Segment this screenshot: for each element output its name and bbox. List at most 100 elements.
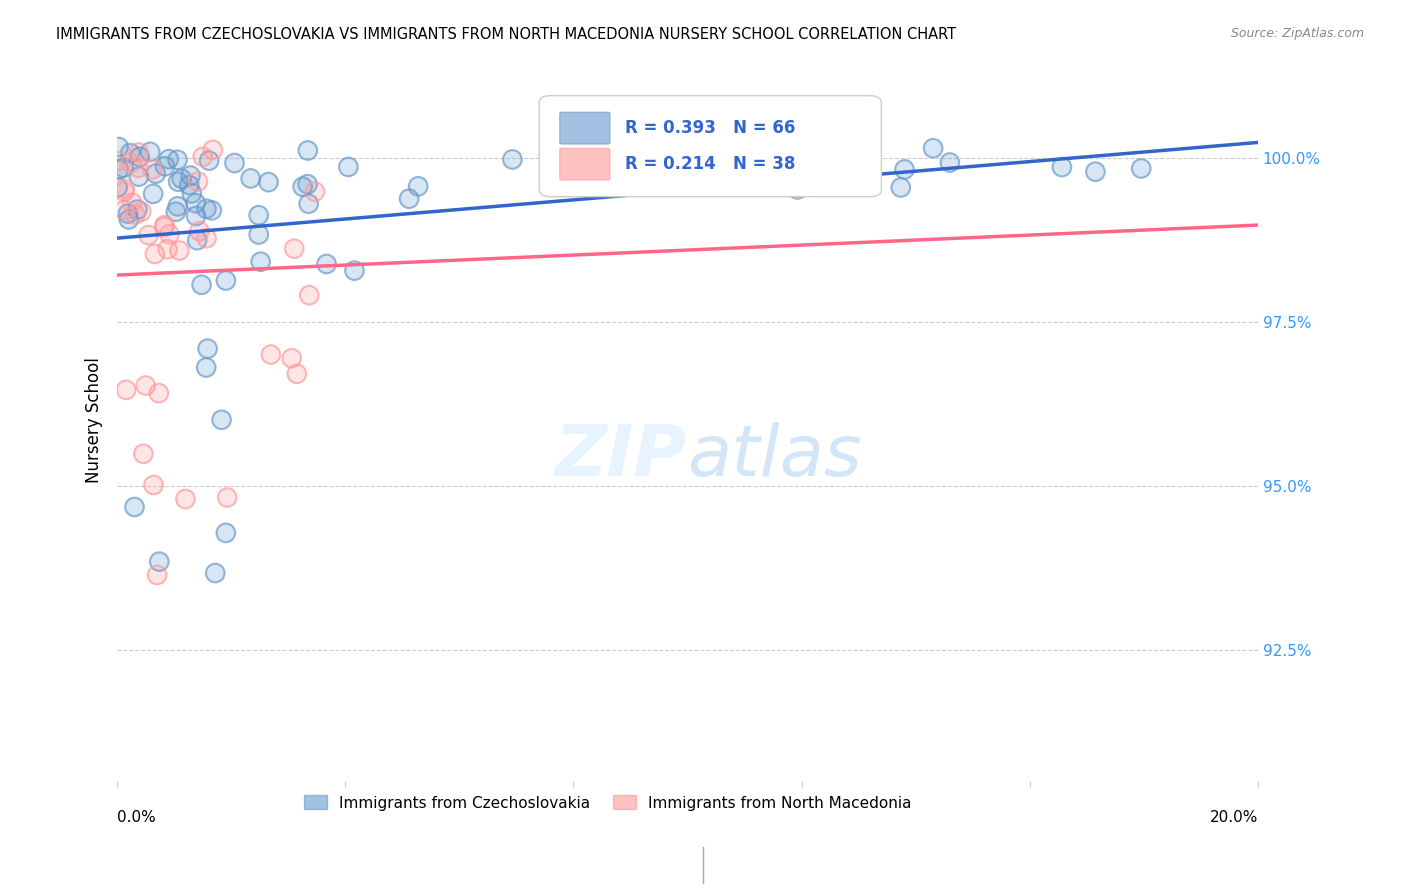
Point — [132, 447, 155, 461]
Point — [157, 152, 180, 166]
Point — [406, 179, 429, 194]
Point — [127, 202, 149, 217]
Point — [132, 447, 155, 461]
Point — [191, 150, 214, 164]
Point — [107, 154, 129, 169]
Point — [585, 140, 607, 154]
Point — [283, 242, 305, 256]
Point — [120, 146, 142, 161]
Point — [337, 160, 360, 174]
Point — [107, 140, 129, 154]
Point — [260, 348, 283, 362]
Point — [291, 179, 314, 194]
Point — [180, 169, 202, 183]
Point — [142, 186, 165, 201]
Point — [215, 273, 238, 287]
Point — [174, 491, 197, 506]
Point — [197, 342, 219, 356]
Point — [204, 566, 226, 580]
Text: 0.0%: 0.0% — [117, 810, 156, 825]
FancyBboxPatch shape — [560, 112, 610, 144]
Point — [298, 196, 321, 211]
Point — [146, 568, 169, 582]
Point — [114, 182, 136, 196]
Point — [174, 491, 197, 506]
Point — [112, 203, 135, 218]
Point — [619, 151, 641, 165]
Point — [186, 233, 208, 247]
Point — [283, 242, 305, 256]
Point — [260, 348, 283, 362]
Point — [215, 525, 238, 540]
Point — [184, 196, 207, 211]
Point — [107, 154, 129, 169]
Point — [280, 351, 302, 366]
Point — [148, 386, 170, 401]
Point — [153, 159, 176, 173]
Point — [585, 140, 607, 154]
Point — [501, 153, 523, 167]
Point — [124, 208, 146, 222]
Point — [249, 254, 271, 268]
Point — [148, 555, 170, 569]
Point — [169, 244, 191, 258]
Point — [211, 413, 233, 427]
Point — [1050, 160, 1073, 174]
Point — [128, 150, 150, 164]
Point — [786, 182, 808, 196]
Point — [165, 204, 187, 219]
Point — [141, 162, 163, 177]
Point — [224, 156, 246, 170]
FancyBboxPatch shape — [560, 148, 610, 180]
Point — [1050, 160, 1073, 174]
Point — [120, 146, 142, 161]
Point — [145, 167, 167, 181]
Point — [239, 171, 262, 186]
Point — [195, 231, 218, 245]
Point — [159, 227, 181, 242]
Point — [217, 491, 239, 505]
Point — [184, 209, 207, 223]
Point — [406, 179, 429, 194]
Point — [188, 224, 211, 238]
Point — [166, 199, 188, 213]
Point — [139, 145, 162, 159]
Point — [107, 162, 129, 177]
Point — [195, 360, 218, 375]
Point — [195, 360, 218, 375]
Point — [211, 413, 233, 427]
Point — [121, 195, 143, 210]
Point — [127, 161, 149, 175]
Point — [291, 179, 314, 194]
Point — [143, 247, 166, 261]
Point — [128, 169, 150, 184]
Point — [186, 233, 208, 247]
Point — [159, 227, 181, 242]
Point — [257, 175, 280, 189]
Point — [304, 185, 326, 199]
Point — [128, 150, 150, 164]
Point — [112, 161, 135, 175]
Point — [922, 141, 945, 155]
Point — [118, 212, 141, 227]
Point — [153, 220, 176, 235]
Point — [890, 180, 912, 194]
Point — [398, 192, 420, 206]
Point — [731, 171, 754, 186]
Point — [297, 177, 319, 191]
Point — [893, 162, 915, 177]
Point — [107, 180, 129, 194]
Point — [131, 204, 153, 219]
Point — [247, 227, 270, 242]
Point — [166, 199, 188, 213]
Point — [180, 186, 202, 201]
Text: Source: ZipAtlas.com: Source: ZipAtlas.com — [1230, 27, 1364, 40]
Point — [107, 162, 129, 177]
Point — [789, 161, 811, 176]
Legend: Immigrants from Czechoslovakia, Immigrants from North Macedonia: Immigrants from Czechoslovakia, Immigran… — [298, 789, 918, 817]
Point — [190, 277, 212, 292]
Point — [398, 192, 420, 206]
Point — [180, 169, 202, 183]
Point — [165, 204, 187, 219]
Point — [789, 161, 811, 176]
